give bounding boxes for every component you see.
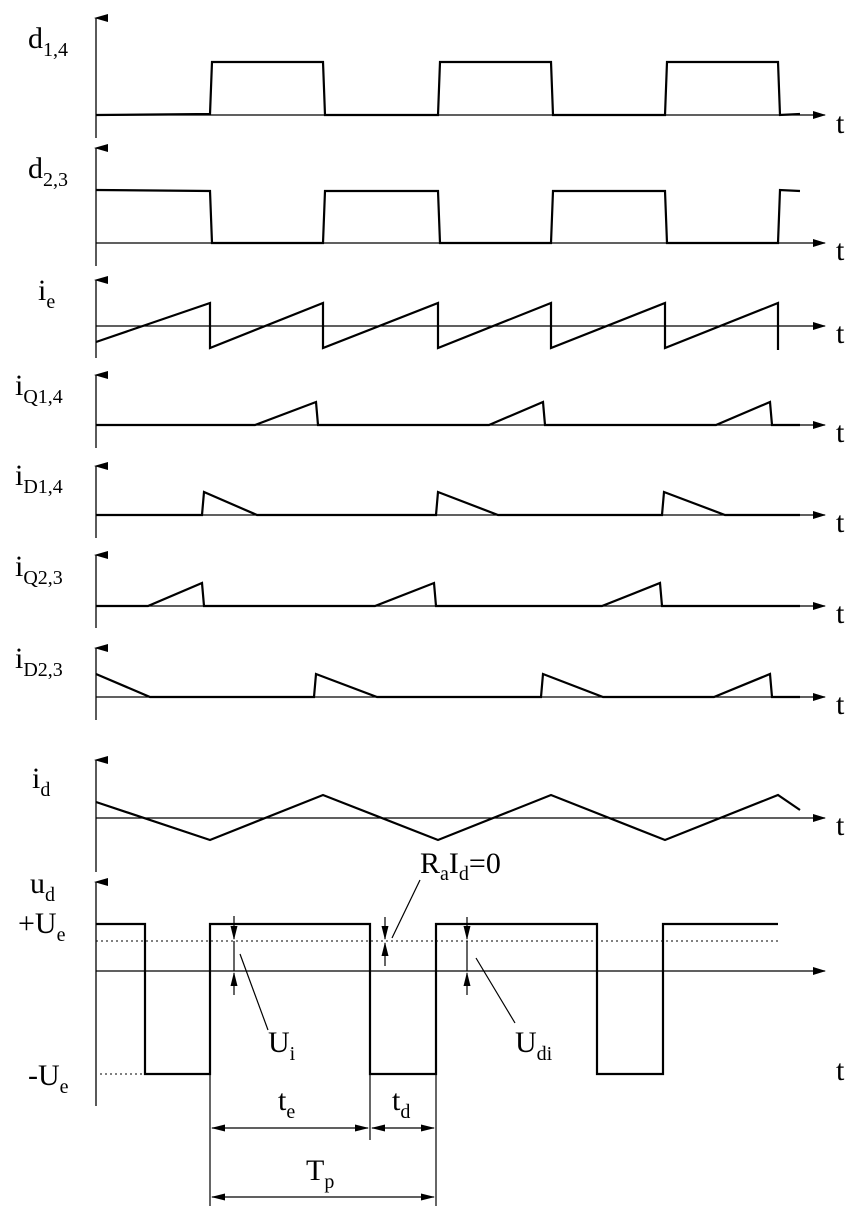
waveform-ie xyxy=(95,301,780,350)
ui-dimension: Ui xyxy=(230,916,296,1065)
waveform-iq23 xyxy=(96,581,800,608)
panel-ud: ud t +Ue -Ue Ui RaId=0 Udi xyxy=(18,847,845,1206)
t-axis-label: t xyxy=(836,688,845,721)
panel-id14: iD1,4 t xyxy=(15,459,845,539)
panel-label: iQ1,4 xyxy=(15,369,63,408)
waveform-ud xyxy=(96,922,778,1076)
t-axis-label: t xyxy=(836,317,845,350)
panel-label: id xyxy=(32,762,50,801)
te-label: te xyxy=(278,1084,295,1123)
ui-label: Ui xyxy=(268,1026,296,1065)
panel-iq14: iQ1,4 t xyxy=(15,369,845,449)
panel-label: iD1,4 xyxy=(15,459,63,498)
level-minus-ue: -Ue xyxy=(28,1059,69,1098)
waveform-d23 xyxy=(95,188,801,245)
level-plus-ue: +Ue xyxy=(18,907,66,946)
panel-ie: ie t xyxy=(38,274,845,358)
waveform-id23 xyxy=(95,672,800,699)
t-axis-label: t xyxy=(836,1054,845,1087)
panel-label: d2,3 xyxy=(28,152,68,191)
panel-iq23: iQ2,3 t xyxy=(15,550,845,630)
panel-id23: iD2,3 t xyxy=(15,642,845,721)
udi-label: Udi xyxy=(515,1026,553,1065)
panel-d14: d1,4 t xyxy=(28,14,845,140)
udi-dimension: Udi xyxy=(463,917,553,1065)
t-axis-label: t xyxy=(836,809,845,842)
waveform-iq14 xyxy=(96,400,800,427)
waveform-d14 xyxy=(95,60,801,117)
t-axis-label: t xyxy=(836,107,845,140)
panel-d23: d2,3 t xyxy=(28,144,845,267)
time-dimensions: te td Tp xyxy=(209,1074,437,1206)
panel-label: d1,4 xyxy=(28,22,68,61)
waveform-id xyxy=(95,793,801,842)
tp-label: Tp xyxy=(306,1154,334,1193)
raid-annotation: RaId=0 xyxy=(381,847,501,966)
panel-label: iD2,3 xyxy=(15,642,63,681)
panel-label: ie xyxy=(38,274,55,313)
t-axis-label: t xyxy=(836,506,845,539)
panel-id: id t xyxy=(32,756,845,872)
panel-label: iQ2,3 xyxy=(15,550,63,589)
waveform-id14 xyxy=(96,490,800,517)
t-axis-label: t xyxy=(836,234,845,267)
td-label: td xyxy=(392,1084,410,1123)
t-axis-label: t xyxy=(836,416,845,449)
t-axis-label: t xyxy=(836,597,845,630)
raid-label: RaId=0 xyxy=(420,847,501,885)
panel-label: ud xyxy=(30,867,55,906)
